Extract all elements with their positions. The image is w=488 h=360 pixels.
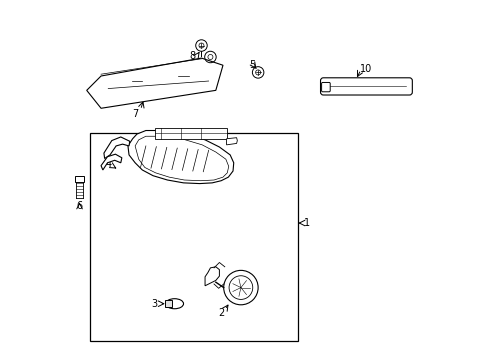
Bar [90, 134, 298, 341]
Text: 9: 9 [207, 65, 213, 75]
Text: 2: 2 [218, 308, 224, 318]
Polygon shape [104, 137, 129, 158]
Circle shape [223, 270, 258, 305]
Polygon shape [75, 176, 84, 182]
Polygon shape [101, 154, 122, 170]
Text: 5: 5 [249, 60, 255, 70]
Text: 6: 6 [76, 201, 82, 211]
Polygon shape [86, 58, 223, 108]
FancyBboxPatch shape [321, 82, 329, 92]
Ellipse shape [165, 299, 183, 309]
Text: 10: 10 [360, 64, 372, 74]
FancyBboxPatch shape [155, 128, 226, 139]
Polygon shape [226, 138, 237, 145]
FancyBboxPatch shape [165, 300, 171, 307]
Polygon shape [204, 267, 219, 286]
Text: 7: 7 [132, 109, 138, 119]
FancyBboxPatch shape [320, 78, 411, 95]
Polygon shape [128, 131, 233, 184]
Text: 4: 4 [105, 159, 111, 169]
Text: 3: 3 [151, 299, 157, 309]
Text: 8: 8 [189, 51, 195, 61]
Text: 1: 1 [304, 218, 310, 228]
